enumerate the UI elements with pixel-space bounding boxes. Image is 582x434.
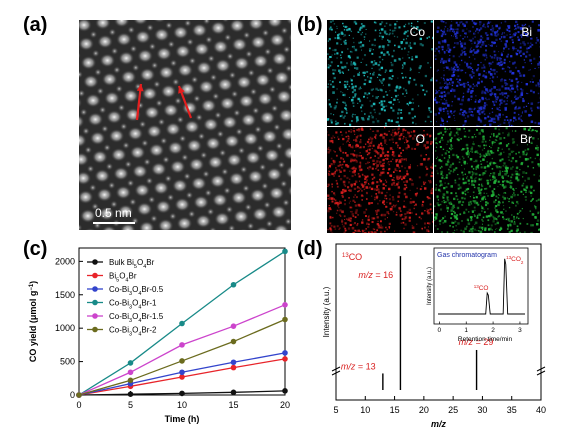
panel-a-label: (a) (23, 14, 48, 36)
panel-c-label: (c) (23, 238, 48, 260)
x-tick-label: 10 (360, 405, 370, 415)
series-point-4-2 (179, 342, 185, 348)
series-point-3-2 (179, 320, 185, 327)
series-point-0-1 (127, 391, 134, 397)
series-point-3-4 (282, 248, 288, 255)
map-co: Co (327, 20, 433, 126)
peak-label-16: m/z = 16 (358, 270, 393, 280)
axis-break-1 (536, 366, 546, 372)
x-tick-label: 40 (536, 405, 546, 415)
y-tick-label: 2000 (55, 256, 75, 266)
x-tick-label: 20 (419, 405, 429, 415)
x-tick-label: 20 (280, 400, 290, 410)
haadf-stem-image: 0.5 nm (79, 20, 291, 230)
legend-marker-4 (92, 313, 98, 319)
series-point-5-0 (76, 392, 82, 398)
spectrum-title: 13CO (342, 252, 362, 262)
series-point-5-2 (179, 358, 185, 364)
plot-frame (335, 243, 542, 401)
series-point-5-3 (230, 338, 237, 345)
inset-x-tick-label: 3 (518, 327, 522, 334)
x-tick-label: 10 (177, 400, 187, 410)
peak-label-29: m/z = 29 (459, 337, 494, 347)
inset-peak-label-0: 13CO (474, 284, 489, 293)
peak-label-13: m/z = 13 (341, 361, 376, 371)
x-tick-label: 15 (390, 405, 400, 415)
legend-label-5: Co-Bi3O4Br-2 (109, 326, 157, 338)
legend-marker-5 (92, 326, 98, 333)
legend-label-3: Co-Bi3O4Br-1 (109, 299, 157, 311)
series-point-5-4 (282, 316, 288, 323)
x-tick-label: 25 (448, 405, 458, 415)
legend-marker-3 (92, 299, 98, 306)
x-tick-label: 0 (76, 400, 81, 410)
map-bi: Bi (434, 20, 540, 126)
x-tick-label: 35 (507, 405, 517, 415)
axis-break-0 (331, 370, 341, 376)
inset-x-tick-label: 1 (464, 327, 468, 334)
scale-bar (93, 222, 135, 224)
axis-break-0 (331, 366, 341, 372)
x-tick-label: 5 (333, 405, 338, 415)
scale-bar-label: 0.5 nm (95, 206, 132, 220)
series-point-0-4 (282, 388, 288, 394)
axis-break-1 (536, 370, 546, 376)
series-point-2-4 (282, 350, 288, 356)
series-point-5-1 (127, 377, 134, 384)
series-point-4-4 (282, 301, 288, 308)
map-o: O (327, 127, 433, 233)
co-yield-chart: 0 5 10 15 20 0 500 1000 1500 2000 Time (h) CO yield… (28, 247, 290, 424)
lattice-image (79, 20, 291, 230)
x-axis-label: Time (h) (165, 414, 200, 424)
y-tick-label: 500 (60, 357, 75, 367)
map-br-label: Br (520, 132, 532, 146)
inset-frame (433, 247, 529, 325)
x-tick-label: 5 (128, 400, 133, 410)
inset-y-axis-label: Intensity (a.u.) (427, 267, 433, 305)
series-point-1-2 (179, 374, 185, 380)
series-point-0-3 (230, 389, 237, 396)
inset-title: Gas chromatogram (437, 252, 497, 259)
series-point-0-2 (179, 390, 185, 397)
x-axis-label: m/z (431, 419, 447, 429)
x-tick-label: 30 (477, 405, 487, 415)
series-point-2-2 (179, 369, 185, 376)
legend-label-4: Co-Bi3O4Br-1.5 (109, 312, 164, 324)
inset-peak-label-1: 13CO2 (506, 254, 524, 264)
y-tick-label: 1500 (55, 290, 75, 300)
map-co-label: Co (409, 25, 425, 39)
map-br: Br (434, 127, 540, 233)
series-point-1-3 (230, 364, 237, 371)
series-point-3-3 (230, 281, 237, 288)
red-arrowhead-2 (178, 86, 185, 94)
inset-trace (438, 258, 525, 315)
inset-x-tick-label: 0 (438, 327, 442, 334)
series-point-1-4 (282, 356, 288, 362)
series-point-2-3 (230, 359, 237, 366)
map-bi-label: Bi (521, 25, 532, 39)
series-point-4-3 (230, 323, 237, 329)
legend-marker-1 (92, 272, 98, 279)
panel-d-label: (d) (297, 238, 323, 260)
legend-label-2: Co-Bi3O4Br-0.5 (109, 285, 164, 297)
y-axis-label: CO yield (μmol g−1) (28, 281, 38, 362)
y-tick-label: 1000 (55, 323, 75, 333)
x-tick-label: 15 (228, 400, 238, 410)
series-point-4-1 (127, 369, 134, 376)
legend-label-0: Bulk Bi5O4Br (109, 258, 155, 270)
y-axis-label: Intensity (a.u.) (322, 286, 331, 337)
legend-label-1: Bi5O4Br (109, 272, 137, 284)
legend-marker-2 (92, 286, 98, 292)
series-point-3-1 (127, 360, 134, 366)
panel-b-label: (b) (297, 14, 323, 36)
eds-maps: Co Bi O Br (327, 20, 540, 233)
map-o-label: O (415, 132, 425, 146)
inset-x-tick-label: 2 (491, 327, 495, 334)
legend-marker-0 (92, 259, 98, 265)
y-tick-label: 0 (70, 390, 75, 400)
red-arrowhead-1 (136, 84, 144, 92)
inset-x-axis-label: Retention time/min (458, 336, 513, 343)
